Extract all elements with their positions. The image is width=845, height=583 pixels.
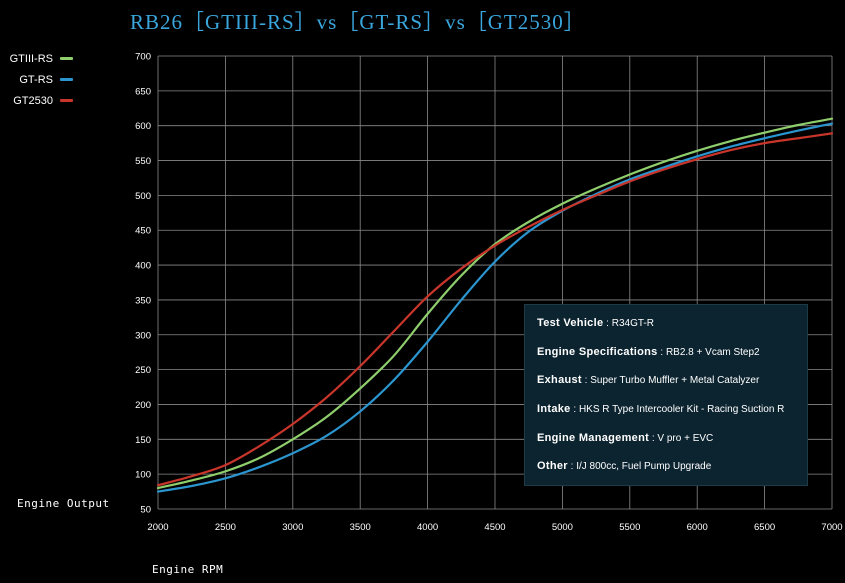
y-tick-label: 700 — [135, 52, 151, 63]
legend-label: GTIII-RS — [9, 52, 53, 65]
y-tick-label: 500 — [135, 191, 151, 202]
info-value: V pro + EVC — [657, 432, 714, 444]
series-line-gt-rs — [156, 122, 834, 493]
info-row-test-vehicle: Test Vehicle : R34GT-R — [537, 315, 807, 344]
info-row-intake: Intake : HKS R Type Intercooler Kit - Ra… — [537, 401, 807, 430]
info-sep: : — [603, 318, 612, 329]
series-lines — [156, 117, 834, 493]
legend: GTIII-RS GT-RS GT2530 — [6, 48, 73, 111]
x-tick-label: 2500 — [215, 522, 236, 533]
legend-swatch — [60, 99, 73, 102]
x-tick-label: 7000 — [821, 522, 842, 533]
info-row-exhaust: Exhaust : Super Turbo Muffler + Metal Ca… — [537, 372, 807, 401]
x-tick-label: 5500 — [619, 522, 640, 533]
info-row-engine-specifications: Engine Specifications : RB2.8 + Vcam Ste… — [537, 344, 807, 373]
y-tick-label: 200 — [135, 400, 151, 411]
y-tick-label: 350 — [135, 295, 151, 306]
legend-label: GT-RS — [19, 73, 53, 86]
x-tick-label: 6000 — [687, 522, 708, 533]
info-value: RB2.8 + Vcam Step2 — [665, 346, 760, 358]
x-tick-label: 2000 — [147, 522, 168, 533]
info-sep: : — [570, 404, 579, 416]
test-info-box: Test Vehicle : R34GT-R Engine Specificat… — [524, 304, 808, 486]
y-tick-label: 550 — [135, 156, 151, 167]
x-tick-label: 3000 — [282, 522, 303, 533]
x-axis-label: Engine RPM — [152, 563, 224, 576]
info-value: R34GT-R — [611, 318, 654, 329]
y-axis-label: Engine Output — [17, 497, 110, 510]
y-tick-label: 250 — [135, 365, 151, 376]
info-key: Test Vehicle — [537, 317, 604, 329]
info-value: I/J 800cc, Fuel Pump Upgrade — [576, 461, 712, 473]
info-value: HKS R Type Intercooler Kit - Racing Suct… — [578, 404, 785, 416]
info-key: Exhaust — [537, 374, 582, 387]
legend-label: GT2530 — [13, 94, 53, 107]
info-value: Super Turbo Muffler + Metal Catalyzer — [590, 375, 760, 387]
y-tick-label: 50 — [140, 505, 151, 516]
legend-item-gt-rs: GT-RS — [6, 69, 73, 90]
x-tick-label: 4500 — [484, 522, 505, 533]
info-sep: : — [657, 346, 666, 358]
x-tick-label: 4000 — [417, 522, 438, 533]
info-sep: : — [581, 375, 591, 387]
info-sep: : — [649, 432, 658, 444]
series-line-gt2530 — [156, 132, 834, 487]
x-tick-label: 5000 — [552, 522, 573, 533]
y-tick-label: 600 — [135, 121, 151, 132]
tick-labels: 50 100 150 200 250 300 350 400 450 500 550 600 650 70… — [135, 52, 842, 534]
x-tick-label: 6500 — [754, 522, 775, 533]
info-key: Other — [537, 460, 568, 473]
y-tick-label: 400 — [135, 261, 151, 272]
y-tick-label: 150 — [135, 435, 151, 446]
legend-swatch — [60, 57, 73, 60]
info-sep: : — [567, 461, 577, 473]
y-tick-label: 650 — [135, 86, 151, 97]
chart-title: RB26［GTIII-RS］vs［GT-RS］vs［GT2530］ — [130, 10, 586, 34]
info-row-engine-management: Engine Management : V pro + EVC — [537, 430, 807, 459]
info-key: Engine Specifications — [537, 345, 658, 358]
legend-item-gt2530: GT2530 — [6, 90, 73, 111]
x-tick-label: 3500 — [350, 522, 371, 533]
series-line-gtiii-rs — [156, 117, 834, 490]
legend-swatch — [60, 78, 73, 81]
y-tick-label: 100 — [135, 470, 151, 481]
info-key: Intake — [537, 403, 571, 416]
y-tick-label: 450 — [135, 226, 151, 237]
info-key: Engine Management — [537, 431, 650, 444]
y-tick-label: 300 — [135, 330, 151, 341]
legend-item-gtiii-rs: GTIII-RS — [6, 48, 73, 69]
info-row-other: Other : I/J 800cc, Fuel Pump Upgrade — [537, 458, 807, 487]
